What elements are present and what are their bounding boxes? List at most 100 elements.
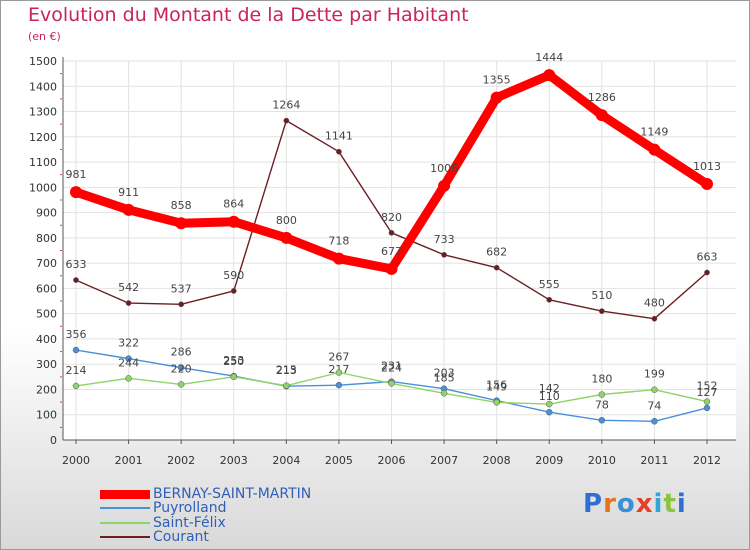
- x-tick-label: 2007: [430, 454, 458, 467]
- data-label: 322: [118, 337, 139, 350]
- data-point: [598, 308, 605, 314]
- data-point: [493, 399, 500, 406]
- logo-letter: i: [676, 489, 687, 519]
- data-point: [546, 296, 553, 303]
- y-tick-label: 1500: [29, 55, 57, 68]
- data-point: [227, 215, 240, 228]
- data-point: [70, 186, 82, 199]
- data-label: 537: [171, 282, 192, 295]
- data-point: [595, 109, 608, 122]
- data-point: [701, 178, 713, 191]
- data-label: 152: [697, 380, 718, 393]
- data-point: [175, 217, 188, 230]
- x-tick-label: 2010: [588, 454, 616, 467]
- data-point: [441, 251, 447, 258]
- data-point: [388, 380, 395, 387]
- data-label: 267: [328, 351, 349, 364]
- data-point: [177, 364, 185, 371]
- data-point: [546, 408, 553, 416]
- x-tick-label: 2006: [378, 454, 406, 467]
- legend-item: Courant: [100, 529, 209, 545]
- data-point: [125, 375, 132, 382]
- data-label: 1141: [325, 130, 353, 143]
- data-label: 663: [697, 250, 718, 263]
- y-tick-label: 200: [36, 383, 57, 396]
- data-point: [122, 203, 135, 216]
- data-label: 231: [381, 360, 402, 373]
- data-point: [651, 315, 658, 322]
- data-label: 820: [381, 211, 402, 224]
- data-label: 733: [434, 233, 455, 246]
- data-label: 858: [171, 199, 192, 212]
- legend-item: BERNAY-SAINT-MARTIN: [100, 486, 311, 502]
- data-label: 1006: [430, 162, 458, 175]
- legend-label: Saint-Félix: [153, 515, 226, 531]
- data-point: [388, 229, 395, 236]
- x-tick-label: 2012: [693, 454, 721, 467]
- data-point: [385, 262, 398, 275]
- x-tick-label: 2011: [640, 454, 668, 467]
- data-point: [72, 346, 80, 354]
- data-point: [230, 373, 237, 381]
- data-label: 864: [223, 198, 244, 211]
- data-point: [704, 269, 710, 276]
- data-point: [703, 398, 711, 405]
- y-tick-label: 900: [36, 207, 57, 220]
- y-tick-label: 1000: [29, 181, 57, 194]
- proxiti-logo: Proxiti: [583, 489, 687, 519]
- y-tick-label: 1300: [29, 106, 57, 119]
- legend-swatch: [100, 522, 150, 524]
- data-label: 244: [118, 356, 139, 369]
- x-tick-label: 2009: [535, 454, 563, 467]
- legend-swatch: [100, 489, 150, 499]
- logo-letter: i: [653, 489, 664, 519]
- logo-letter: t: [663, 489, 677, 519]
- data-point: [72, 382, 80, 390]
- y-tick-label: 1200: [29, 131, 57, 144]
- y-tick-label: 600: [36, 282, 57, 295]
- data-point: [648, 143, 661, 156]
- chart-subtitle: (en €): [28, 30, 61, 43]
- data-label: 677: [381, 245, 402, 258]
- data-label: 718: [328, 235, 349, 248]
- data-point: [598, 391, 606, 398]
- data-label: 1355: [483, 74, 511, 87]
- data-point: [598, 417, 606, 424]
- x-tick-label: 2003: [220, 454, 248, 467]
- data-label: 214: [66, 364, 87, 377]
- data-label: 250: [223, 355, 244, 368]
- data-point: [283, 117, 290, 124]
- y-tick-label: 1100: [29, 156, 57, 169]
- data-label: 220: [171, 362, 192, 375]
- y-tick-label: 700: [36, 257, 57, 270]
- logo-letter: r: [603, 489, 617, 519]
- data-label: 203: [434, 367, 455, 380]
- data-label: 185: [434, 371, 455, 384]
- data-label: 253: [223, 354, 244, 367]
- data-label: 142: [539, 382, 560, 395]
- data-label: 480: [644, 297, 665, 310]
- x-tick-label: 2001: [115, 454, 143, 467]
- data-label: 224: [381, 361, 402, 374]
- data-label: 590: [223, 269, 244, 282]
- y-tick-label: 0: [50, 434, 57, 447]
- data-point: [440, 390, 448, 397]
- data-label: 1264: [272, 99, 300, 112]
- data-label: 1444: [535, 51, 563, 64]
- legend-label: Puyrolland: [153, 500, 227, 516]
- legend-swatch: [100, 536, 150, 538]
- data-label: 180: [591, 373, 612, 386]
- data-label: 1286: [588, 91, 616, 104]
- x-tick-label: 2004: [272, 454, 300, 467]
- data-point: [336, 148, 342, 155]
- data-point: [438, 179, 451, 192]
- data-point: [177, 381, 185, 388]
- data-point: [283, 382, 290, 389]
- data-point: [178, 301, 185, 308]
- data-point: [73, 277, 79, 283]
- y-tick-label: 300: [36, 358, 57, 371]
- data-label: 800: [276, 214, 297, 227]
- data-label: 74: [647, 399, 661, 412]
- data-label: 356: [66, 328, 87, 341]
